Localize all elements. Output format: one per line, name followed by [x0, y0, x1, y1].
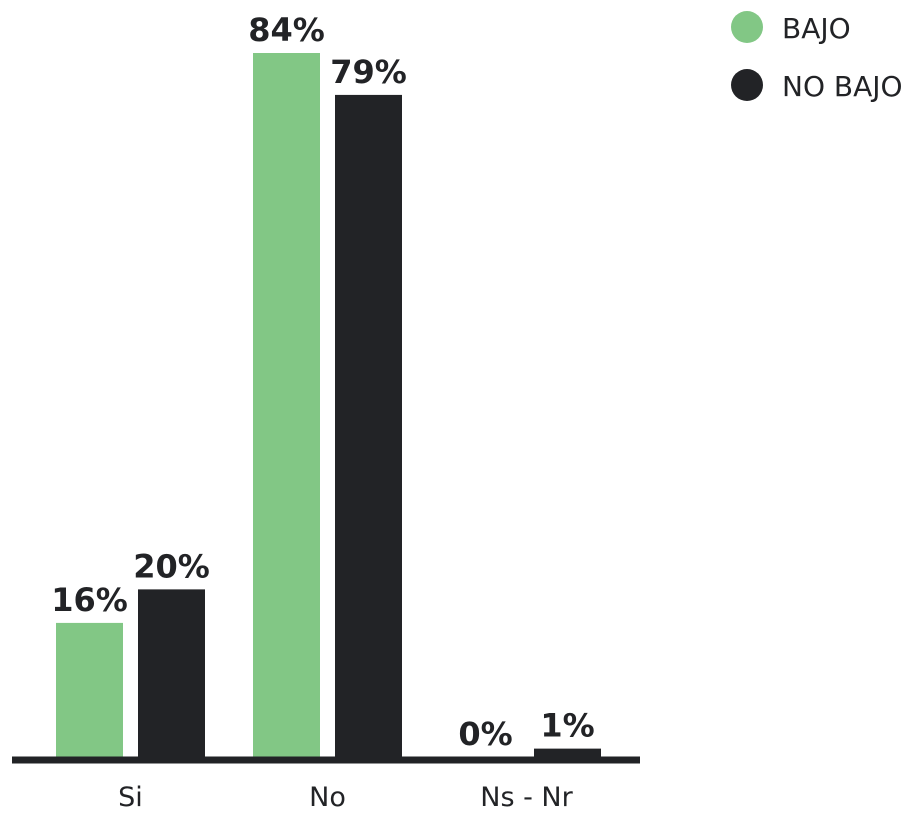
legend-label-no-bajo: NO BAJO: [782, 70, 903, 103]
bar-no-bajo: [253, 53, 320, 757]
value-label-ns-nr-no-bajo: 1%: [540, 707, 594, 745]
bar-si-no-bajo: [138, 589, 205, 757]
value-label-no-bajo: 84%: [248, 11, 325, 49]
bar-no-no-bajo: [335, 94, 402, 757]
value-label-si-no-bajo: 20%: [133, 547, 210, 585]
category-label-no: No: [309, 782, 346, 813]
legend: BAJO NO BAJO: [731, 11, 903, 103]
bar-si-bajo: [56, 622, 123, 757]
legend-label-bajo: BAJO: [782, 12, 851, 45]
value-label-no-no-bajo: 79%: [330, 53, 407, 91]
category-labels-group: Si No Ns - Nr: [118, 782, 573, 813]
category-label-ns-nr: Ns - Nr: [480, 782, 573, 813]
value-label-si-bajo: 16%: [51, 581, 128, 619]
category-label-si: Si: [118, 782, 143, 813]
legend-marker-no-bajo: [731, 69, 763, 101]
value-labels-group: 16%20% 84%79% 0% 1%: [51, 11, 594, 753]
bars-group: [56, 53, 601, 757]
value-label-ns-nr-bajo: 0%: [458, 715, 512, 753]
legend-marker-bajo: [731, 11, 763, 43]
bar-ns-nr-no-bajo: [534, 748, 601, 757]
